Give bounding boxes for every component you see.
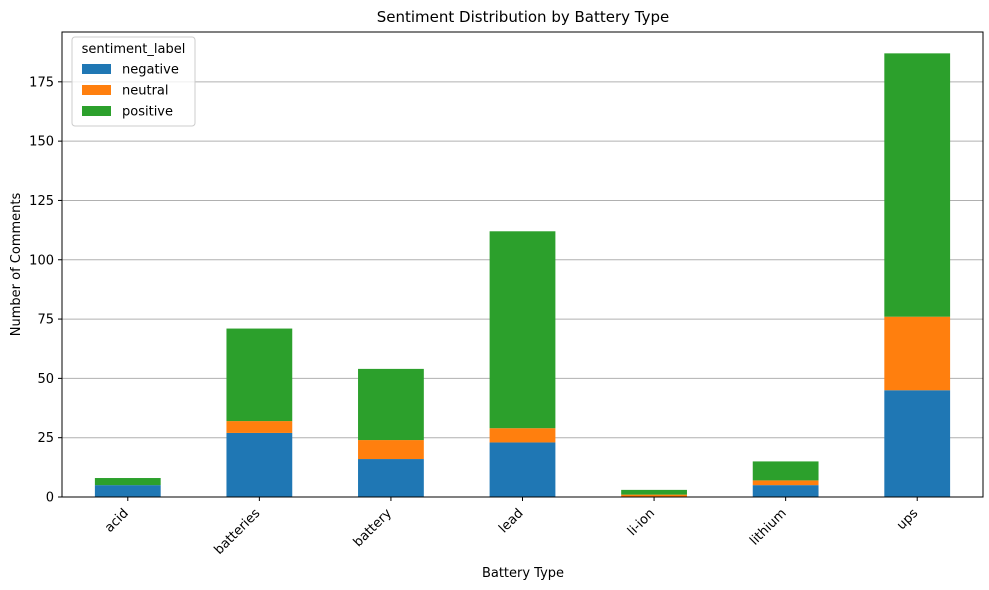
bar-positive-battery [358, 368, 424, 441]
bar-positive-lead [489, 231, 556, 429]
x-tick-label: ups [894, 506, 921, 533]
x-tick-label: lead [496, 506, 526, 536]
y-tick-label: 50 [37, 372, 54, 387]
bar-neutral-lithium [752, 480, 819, 486]
bar-negative-acid [94, 485, 161, 497]
x-tick-label: battery [351, 506, 395, 550]
x-tick-label: li-ion [625, 506, 658, 539]
y-tick-label: 150 [29, 135, 54, 150]
y-axis-label: Number of Comments [9, 193, 24, 337]
bar-neutral-li-ion [621, 494, 687, 497]
y-tick-label: 175 [29, 75, 54, 90]
y-tick-label: 75 [37, 313, 54, 328]
bars-layer [94, 53, 951, 497]
bar-negative-ups [884, 390, 951, 497]
bar-neutral-lead [489, 428, 556, 443]
legend-label-neutral: neutral [122, 84, 169, 99]
bar-positive-batteries [226, 328, 293, 422]
bar-positive-ups [884, 53, 951, 317]
legend-label-positive: positive [122, 105, 173, 120]
bar-negative-battery [358, 459, 424, 497]
x-tick-label: batteries [212, 506, 264, 558]
bar-positive-acid [94, 478, 161, 486]
bar-neutral-batteries [226, 421, 293, 433]
bar-negative-lead [489, 442, 556, 497]
y-tick-label: 25 [37, 431, 54, 446]
bar-neutral-battery [358, 440, 424, 460]
x-tick-label: lithium [747, 506, 789, 548]
y-tick-label: 125 [29, 194, 54, 209]
bar-positive-li-ion [621, 489, 687, 495]
legend-label-negative: negative [122, 63, 179, 78]
bar-negative-batteries [226, 432, 293, 497]
legend-swatch-positive [82, 106, 111, 116]
legend-title: sentiment_label [82, 42, 186, 57]
legend-swatch-neutral [82, 85, 111, 95]
bar-neutral-ups [884, 316, 951, 391]
x-axis-label: Battery Type [482, 566, 564, 581]
legend-box [71, 36, 196, 127]
legend: sentiment_label negative neutral positive [71, 36, 196, 127]
y-tick-label: 100 [29, 253, 54, 268]
y-tick-label: 0 [46, 491, 54, 506]
y-axis: 0 25 50 75 100 125 150 175 [29, 75, 62, 506]
chart-title: Sentiment Distribution by Battery Type [377, 8, 670, 26]
x-tick-label: acid [102, 506, 132, 536]
legend-swatch-negative [82, 64, 111, 74]
x-axis: acid batteries battery lead li-ion lithium ups [102, 497, 921, 558]
bar-negative-lithium [752, 485, 819, 497]
bar-positive-lithium [752, 461, 819, 481]
